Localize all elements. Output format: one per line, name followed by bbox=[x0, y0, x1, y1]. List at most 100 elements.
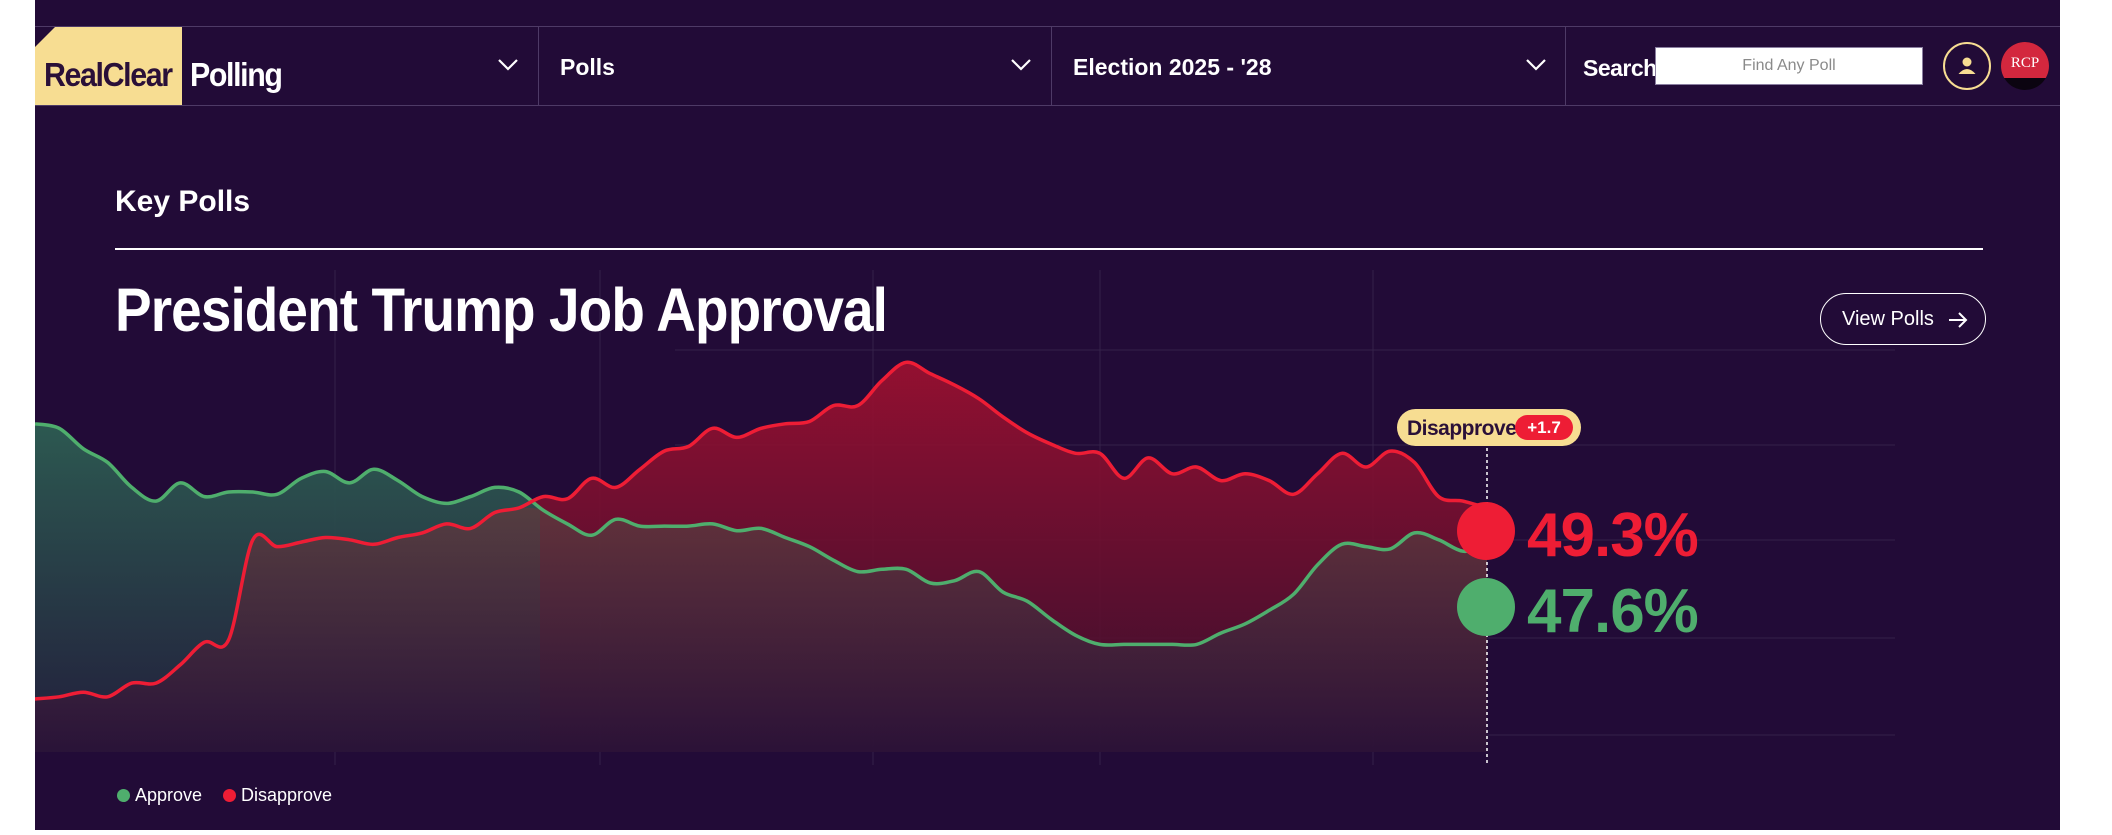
approve-current-dot bbox=[1457, 578, 1515, 636]
logo-text-polling: Polling bbox=[190, 56, 283, 93]
disapprove-current-dot bbox=[1457, 502, 1515, 560]
disapprove-data-point bbox=[1412, 460, 1416, 464]
approve-data-point bbox=[348, 481, 352, 485]
nav-divider bbox=[1565, 27, 1566, 105]
disapprove-data-point bbox=[130, 681, 134, 685]
approve-data-point bbox=[1340, 542, 1344, 546]
disapprove-data-point bbox=[953, 383, 957, 387]
disapprove-data-point bbox=[1049, 442, 1053, 446]
approve-data-point bbox=[1170, 642, 1174, 646]
logo-fold-corner bbox=[35, 27, 55, 47]
disapprove-data-point bbox=[711, 426, 715, 430]
section-label: Key Polls bbox=[115, 185, 251, 218]
rcp-badge[interactable]: RCP bbox=[2001, 42, 2049, 90]
approve-data-point bbox=[662, 524, 666, 528]
disapprove-data-point bbox=[565, 497, 569, 501]
approve-data-point bbox=[614, 517, 618, 521]
approve-data-point bbox=[396, 479, 400, 483]
disapprove-data-point bbox=[904, 360, 908, 364]
approve-data-point bbox=[106, 460, 110, 464]
disapprove-current-value: 49.3% bbox=[1527, 501, 1699, 570]
approve-data-point bbox=[807, 545, 811, 549]
approve-data-point bbox=[783, 536, 787, 540]
disapprove-data-point bbox=[1340, 451, 1344, 455]
approve-data-point bbox=[227, 490, 231, 494]
approve-data-point bbox=[1025, 599, 1029, 603]
approve-data-point bbox=[711, 522, 715, 526]
approve-data-point bbox=[1122, 642, 1126, 646]
approve-series-line bbox=[35, 422, 1488, 647]
disapprove-data-point bbox=[832, 404, 836, 408]
approve-data-point bbox=[759, 526, 763, 530]
approve-current-value: 47.6% bbox=[1527, 577, 1699, 646]
nav-divider bbox=[1051, 27, 1052, 105]
approve-data-point bbox=[1243, 622, 1247, 626]
disapprove-data-point bbox=[154, 681, 158, 685]
approval-chart bbox=[35, 270, 1895, 765]
disapprove-data-point bbox=[1219, 479, 1223, 483]
disapprove-data-point bbox=[880, 379, 884, 383]
top-navbar: RealClear Polling Polls Election 2025 - … bbox=[35, 26, 2060, 106]
view-polls-button[interactable]: View Polls bbox=[1820, 293, 1986, 345]
approve-data-point bbox=[1146, 642, 1150, 646]
nav-polls-label[interactable]: Polls bbox=[560, 54, 615, 80]
view-polls-label: View Polls bbox=[1842, 308, 1934, 330]
approve-data-point bbox=[130, 485, 134, 489]
disapprove-data-point bbox=[469, 526, 473, 530]
disapprove-data-point bbox=[348, 538, 352, 542]
chevron-down-icon[interactable] bbox=[1525, 57, 1547, 73]
approve-data-point bbox=[299, 476, 303, 480]
approve-data-point bbox=[251, 490, 255, 494]
approve-data-point bbox=[1316, 563, 1320, 567]
rcp-badge-label: RCP bbox=[2010, 55, 2040, 71]
disapprove-data-point bbox=[1170, 472, 1174, 476]
disapprove-data-point bbox=[1461, 499, 1465, 503]
disapprove-data-point bbox=[178, 663, 182, 667]
tooltip-label: Disapprove bbox=[1407, 417, 1517, 440]
approve-data-point bbox=[517, 490, 521, 494]
approve-data-point bbox=[1195, 642, 1199, 646]
chevron-down-icon[interactable] bbox=[1010, 57, 1032, 73]
disapprove-data-point bbox=[517, 506, 521, 510]
legend-item-disapprove[interactable]: Disapprove bbox=[223, 785, 332, 806]
approve-data-point bbox=[686, 524, 690, 528]
chart-areas bbox=[35, 362, 1487, 752]
legend-dot-approve bbox=[117, 789, 130, 802]
approve-data-point bbox=[832, 558, 836, 562]
disapprove-data-point bbox=[759, 426, 763, 430]
search-input[interactable] bbox=[1655, 47, 1923, 85]
approve-data-point bbox=[323, 470, 327, 474]
nav-divider bbox=[538, 27, 539, 105]
legend-dot-disapprove bbox=[223, 789, 236, 802]
disapprove-data-point bbox=[807, 420, 811, 424]
approve-data-point bbox=[420, 495, 424, 499]
arrow-right-icon bbox=[1949, 312, 1968, 328]
disapprove-data-point bbox=[227, 638, 231, 642]
approve-data-point bbox=[638, 524, 642, 528]
disapprove-data-point bbox=[1267, 479, 1271, 483]
page-frame: RealClear Polling Polls Election 2025 - … bbox=[35, 0, 2060, 830]
approve-data-point bbox=[1219, 631, 1223, 635]
disapprove-data-point bbox=[372, 542, 376, 546]
disapprove-data-point bbox=[275, 545, 279, 549]
approve-data-point bbox=[953, 579, 957, 583]
legend-label-disapprove: Disapprove bbox=[241, 785, 333, 805]
site-logo[interactable]: RealClear bbox=[35, 27, 182, 105]
disapprove-data-point bbox=[1122, 476, 1126, 480]
search-label: Search bbox=[1583, 55, 1657, 81]
approve-data-point bbox=[372, 467, 376, 471]
disapprove-data-point bbox=[590, 476, 594, 480]
user-account-button[interactable] bbox=[1943, 42, 1991, 90]
approve-data-point bbox=[81, 447, 85, 451]
logo-text-realclear: RealClear bbox=[44, 56, 173, 93]
nav-election-label[interactable]: Election 2025 - '28 bbox=[1073, 54, 1272, 80]
chevron-down-icon[interactable] bbox=[497, 57, 519, 73]
disapprove-data-point bbox=[856, 404, 860, 408]
disapprove-data-point bbox=[977, 397, 981, 401]
approve-data-point bbox=[1049, 617, 1053, 621]
disapprove-data-point bbox=[1388, 449, 1392, 453]
disapprove-data-point bbox=[1074, 451, 1078, 455]
disapprove-data-point bbox=[396, 536, 400, 540]
legend-item-approve[interactable]: Approve bbox=[117, 785, 202, 806]
disapprove-data-point bbox=[1243, 472, 1247, 476]
